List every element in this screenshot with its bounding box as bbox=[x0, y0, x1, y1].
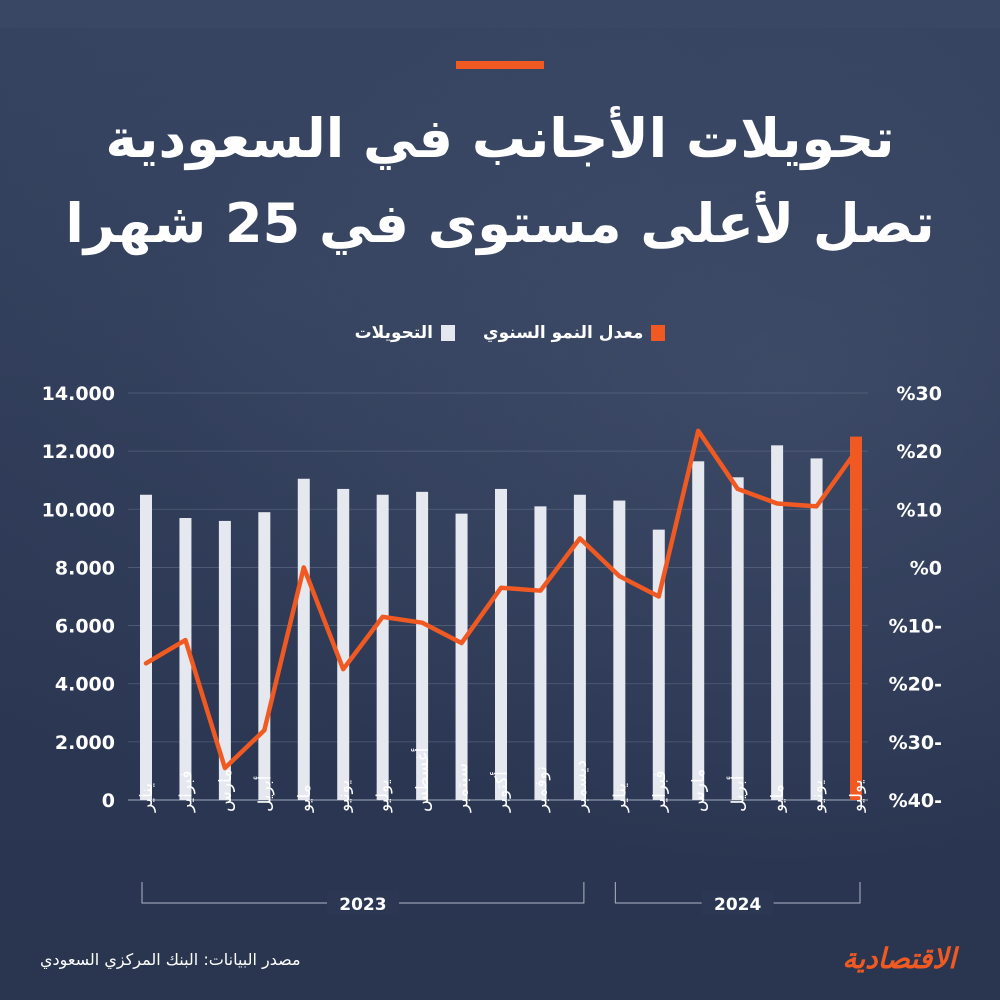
year-label: 2023 bbox=[339, 895, 386, 915]
source-note: مصدر البيانات: البنك المركزي السعودي bbox=[40, 950, 301, 969]
category-label: مارس bbox=[689, 769, 709, 812]
title-line-1: تحويلات الأجانب في السعودية bbox=[105, 107, 895, 170]
bar bbox=[455, 513, 468, 800]
title-line-2: تصل لأعلى مستوى في 25 شهرا bbox=[65, 192, 935, 255]
right-tick-label: %0 bbox=[910, 557, 942, 579]
category-label: أغسطس bbox=[411, 748, 433, 812]
legend-label-growth: معدل النمو السنوي bbox=[483, 323, 644, 343]
category-label: يناير bbox=[610, 783, 630, 813]
category-label: نوفمبر bbox=[531, 766, 551, 813]
top-strip bbox=[0, 0, 1000, 28]
category-label: يوليو bbox=[374, 779, 394, 813]
left-tick-label: 4.000 bbox=[55, 674, 115, 696]
left-tick-label: 14.000 bbox=[42, 383, 115, 405]
bar bbox=[337, 488, 350, 800]
category-label: يونيو bbox=[334, 780, 354, 813]
category-label: مارس bbox=[216, 769, 236, 812]
left-tick-label: 8.000 bbox=[55, 557, 115, 579]
bar bbox=[613, 500, 626, 800]
bar bbox=[258, 512, 271, 800]
legend-item-transfers: التحويلات bbox=[354, 323, 456, 343]
left-tick-label: 10.000 bbox=[42, 499, 115, 521]
category-label: أبريل bbox=[253, 776, 275, 812]
bar bbox=[534, 506, 547, 800]
accent-bar bbox=[456, 61, 544, 69]
left-tick-label: 0 bbox=[102, 790, 115, 812]
bar bbox=[297, 478, 310, 800]
bar bbox=[179, 518, 192, 800]
left-tick-label: 2.000 bbox=[55, 732, 115, 754]
right-tick-label: %20- bbox=[889, 674, 942, 696]
bar bbox=[810, 458, 823, 800]
category-label: يناير bbox=[137, 783, 157, 813]
bar bbox=[573, 494, 586, 800]
category-label: مايو bbox=[768, 784, 788, 813]
bar bbox=[495, 488, 507, 800]
legend-swatch-transfers bbox=[441, 325, 456, 341]
bar bbox=[692, 461, 705, 800]
bar bbox=[416, 491, 429, 800]
bar bbox=[731, 477, 744, 800]
right-tick-label: %10- bbox=[889, 616, 942, 638]
right-tick-label: %30 bbox=[897, 383, 942, 405]
year-label: 2024 bbox=[714, 895, 761, 915]
left-tick-label: 6.000 bbox=[55, 616, 115, 638]
category-label: يونيو bbox=[808, 780, 828, 813]
bar bbox=[376, 494, 389, 800]
category-label: سبتمبر bbox=[453, 763, 473, 813]
year-label-bg bbox=[326, 891, 399, 915]
bar bbox=[140, 494, 152, 800]
category-label: يوليو bbox=[847, 779, 867, 813]
legend: معدل النمو السنوي التحويلات bbox=[300, 320, 720, 346]
publisher-logo: الاقتصادية bbox=[842, 942, 956, 975]
right-tick-label: %30- bbox=[889, 732, 942, 754]
legend-label-transfers: التحويلات bbox=[354, 323, 434, 343]
category-label: أكتوبر bbox=[490, 771, 512, 813]
bar bbox=[850, 436, 862, 800]
bar bbox=[218, 520, 231, 800]
category-label: أبريل bbox=[727, 776, 749, 812]
category-label: فبراير bbox=[176, 771, 196, 813]
category-label: فبراير bbox=[650, 771, 670, 813]
category-label: ديسمبر bbox=[571, 760, 591, 813]
category-label: مايو bbox=[295, 784, 315, 813]
right-tick-label: %20 bbox=[897, 441, 942, 463]
right-tick-label: %40- bbox=[889, 790, 942, 812]
bar bbox=[771, 445, 784, 800]
legend-swatch-growth bbox=[651, 325, 666, 341]
year-label-bg bbox=[701, 891, 774, 915]
left-tick-label: 12.000 bbox=[42, 441, 115, 463]
right-tick-label: %10 bbox=[897, 499, 942, 521]
legend-item-growth: معدل النمو السنوي bbox=[483, 323, 666, 343]
